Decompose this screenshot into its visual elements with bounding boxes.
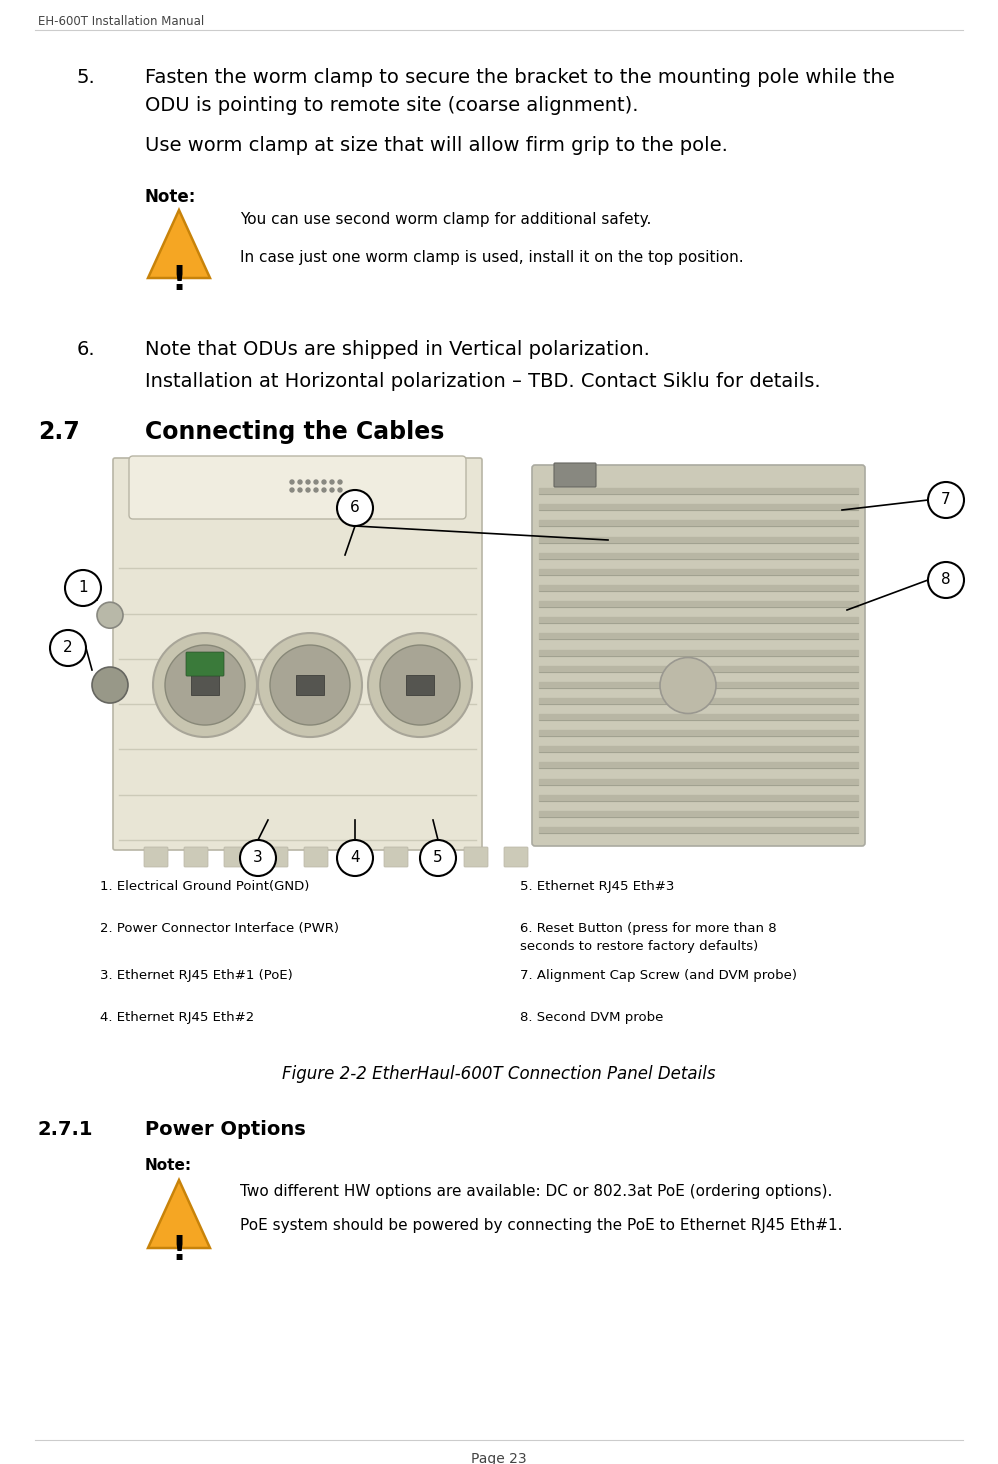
Text: 5. Ethernet RJ45 Eth#3: 5. Ethernet RJ45 Eth#3: [520, 880, 675, 893]
Circle shape: [298, 488, 302, 492]
Text: 5: 5: [433, 851, 443, 865]
Circle shape: [298, 480, 302, 485]
FancyBboxPatch shape: [344, 848, 368, 867]
Text: 2.7: 2.7: [38, 420, 80, 444]
Text: Power Options: Power Options: [145, 1120, 305, 1139]
Circle shape: [92, 668, 128, 703]
Circle shape: [240, 840, 276, 875]
Text: Note:: Note:: [145, 187, 197, 206]
Polygon shape: [148, 1180, 210, 1247]
Text: Note that ODUs are shipped in Vertical polarization.: Note that ODUs are shipped in Vertical p…: [145, 340, 650, 359]
FancyBboxPatch shape: [184, 848, 208, 867]
Text: 6. Reset Button (press for more than 8: 6. Reset Button (press for more than 8: [520, 922, 776, 935]
Circle shape: [338, 480, 342, 485]
Text: 6.: 6.: [77, 340, 95, 359]
FancyBboxPatch shape: [191, 675, 219, 695]
Text: 5.: 5.: [76, 67, 95, 86]
FancyBboxPatch shape: [532, 466, 865, 846]
Circle shape: [322, 488, 326, 492]
Circle shape: [65, 569, 101, 606]
Circle shape: [97, 602, 123, 628]
Text: 3. Ethernet RJ45 Eth#1 (PoE): 3. Ethernet RJ45 Eth#1 (PoE): [100, 969, 292, 982]
Text: Page 23: Page 23: [471, 1452, 527, 1464]
Circle shape: [314, 480, 318, 485]
Text: Installation at Horizontal polarization – TBD. Contact Siklu for details.: Installation at Horizontal polarization …: [145, 372, 820, 391]
Text: 2: 2: [63, 641, 73, 656]
FancyBboxPatch shape: [186, 651, 224, 676]
Circle shape: [165, 646, 245, 725]
Circle shape: [330, 480, 334, 485]
Circle shape: [314, 488, 318, 492]
Text: 7. Alignment Cap Screw (and DVM probe): 7. Alignment Cap Screw (and DVM probe): [520, 969, 797, 982]
Circle shape: [420, 840, 456, 875]
Circle shape: [290, 480, 294, 485]
FancyBboxPatch shape: [504, 848, 528, 867]
Text: 2. Power Connector Interface (PWR): 2. Power Connector Interface (PWR): [100, 922, 339, 935]
Text: 6: 6: [350, 501, 360, 515]
Circle shape: [660, 657, 716, 713]
Text: Figure 2-2 EtherHaul-600T Connection Panel Details: Figure 2-2 EtherHaul-600T Connection Pan…: [282, 1064, 716, 1083]
Circle shape: [337, 840, 373, 875]
Circle shape: [270, 646, 350, 725]
Text: 4. Ethernet RJ45 Eth#2: 4. Ethernet RJ45 Eth#2: [100, 1012, 254, 1023]
Polygon shape: [148, 209, 210, 278]
Text: PoE system should be powered by connecting the PoE to Ethernet RJ45 Eth#1.: PoE system should be powered by connecti…: [240, 1218, 842, 1233]
Circle shape: [322, 480, 326, 485]
Text: 2.7.1: 2.7.1: [38, 1120, 94, 1139]
FancyBboxPatch shape: [384, 848, 408, 867]
FancyBboxPatch shape: [554, 463, 596, 488]
Text: 7: 7: [941, 492, 951, 508]
Text: 1. Electrical Ground Point(GND): 1. Electrical Ground Point(GND): [100, 880, 309, 893]
Text: 4: 4: [350, 851, 360, 865]
Circle shape: [258, 632, 362, 736]
Circle shape: [306, 488, 310, 492]
Text: In case just one worm clamp is used, install it on the top position.: In case just one worm clamp is used, ins…: [240, 250, 744, 265]
Circle shape: [290, 488, 294, 492]
Text: 1: 1: [78, 581, 88, 596]
Text: ODU is pointing to remote site (coarse alignment).: ODU is pointing to remote site (coarse a…: [145, 97, 639, 116]
Text: !: !: [172, 264, 187, 297]
Circle shape: [153, 632, 257, 736]
FancyBboxPatch shape: [464, 848, 488, 867]
Text: 3: 3: [253, 851, 262, 865]
Circle shape: [337, 490, 373, 526]
FancyBboxPatch shape: [304, 848, 328, 867]
Text: Connecting the Cables: Connecting the Cables: [145, 420, 444, 444]
FancyBboxPatch shape: [113, 458, 482, 851]
FancyBboxPatch shape: [129, 455, 466, 520]
FancyBboxPatch shape: [264, 848, 288, 867]
FancyBboxPatch shape: [224, 848, 248, 867]
Text: 8: 8: [941, 572, 951, 587]
FancyBboxPatch shape: [424, 848, 448, 867]
Circle shape: [368, 632, 472, 736]
Circle shape: [928, 482, 964, 518]
Text: EH-600T Installation Manual: EH-600T Installation Manual: [38, 15, 205, 28]
Text: Use worm clamp at size that will allow firm grip to the pole.: Use worm clamp at size that will allow f…: [145, 136, 728, 155]
Circle shape: [380, 646, 460, 725]
Text: 8. Second DVM probe: 8. Second DVM probe: [520, 1012, 664, 1023]
FancyBboxPatch shape: [296, 675, 324, 695]
Text: You can use second worm clamp for additional safety.: You can use second worm clamp for additi…: [240, 212, 652, 227]
Text: Fasten the worm clamp to secure the bracket to the mounting pole while the: Fasten the worm clamp to secure the brac…: [145, 67, 895, 86]
Circle shape: [306, 480, 310, 485]
FancyBboxPatch shape: [144, 848, 168, 867]
Circle shape: [50, 630, 86, 666]
FancyBboxPatch shape: [406, 675, 434, 695]
Text: Two different HW options are available: DC or 802.3at PoE (ordering options).: Two different HW options are available: …: [240, 1184, 832, 1199]
Circle shape: [928, 562, 964, 597]
Circle shape: [338, 488, 342, 492]
Text: seconds to restore factory defaults): seconds to restore factory defaults): [520, 940, 758, 953]
Text: !: !: [172, 1234, 187, 1266]
Circle shape: [330, 488, 334, 492]
Text: Note:: Note:: [145, 1158, 193, 1173]
